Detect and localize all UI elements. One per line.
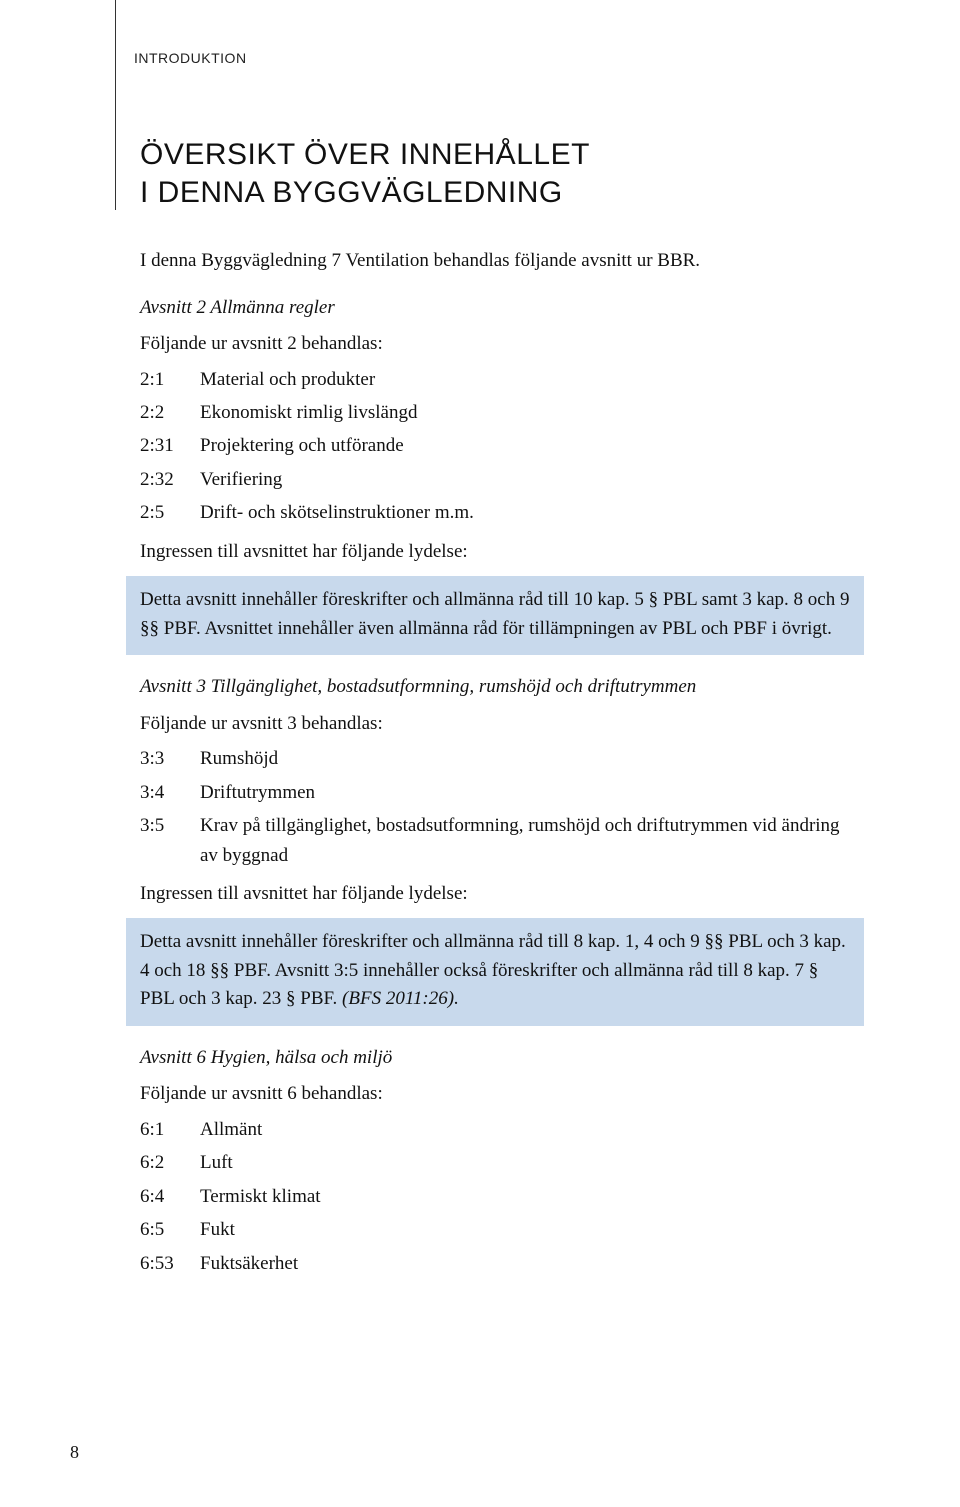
list-item: 2:2 Ekonomiskt rimlig livslängd: [140, 398, 850, 427]
section-3-list: 3:3 Rumshöjd 3:4 Driftutrymmen 3:5 Krav …: [140, 744, 850, 870]
section-2-ingress-label: Ingressen till avsnittet har följande ly…: [140, 538, 850, 567]
list-code: 3:3: [140, 744, 200, 773]
title-line-2: I DENNA BYGGVÄGLEDNING: [140, 176, 563, 209]
list-label: Material och produkter: [200, 365, 850, 394]
page: INTRODUKTION ÖVERSIKT ÖVER INNEHÅLLET I …: [0, 0, 960, 1507]
list-item: 6:4 Termiskt klimat: [140, 1182, 850, 1211]
section-3-box-text: Detta avsnitt innehåller föreskrifter oc…: [140, 931, 846, 1009]
section-3-ingress-label: Ingressen till avsnittet har följande ly…: [140, 880, 850, 909]
list-label: Driftutrymmen: [200, 778, 850, 807]
intro-paragraph: I denna Byggvägledning 7 Ventilation beh…: [140, 247, 850, 276]
list-item: 3:5 Krav på tillgänglighet, bostadsutfor…: [140, 811, 850, 870]
list-label: Projektering och utförande: [200, 431, 850, 460]
list-item: 6:2 Luft: [140, 1148, 850, 1177]
list-label: Krav på tillgänglighet, bostadsutformnin…: [200, 811, 850, 870]
list-code: 2:32: [140, 465, 200, 494]
title-line-1: ÖVERSIKT ÖVER INNEHÅLLET: [140, 138, 590, 171]
list-item: 2:32 Verifiering: [140, 465, 850, 494]
list-code: 6:5: [140, 1215, 200, 1244]
section-3-box-bfs: (BFS 2011:26).: [342, 988, 459, 1009]
section-2-list: 2:1 Material och produkter 2:2 Ekonomisk…: [140, 365, 850, 528]
list-code: 6:2: [140, 1148, 200, 1177]
list-label: Drift- och skötselinstruktioner m.m.: [200, 498, 850, 527]
section-6-head: Avsnitt 6 Hygien, hälsa och miljö: [140, 1044, 850, 1073]
list-item: 3:3 Rumshöjd: [140, 744, 850, 773]
list-label: Fuktsäkerhet: [200, 1249, 850, 1278]
list-code: 6:4: [140, 1182, 200, 1211]
page-title: ÖVERSIKT ÖVER INNEHÅLLET I DENNA BYGGVÄG…: [140, 136, 850, 211]
list-label: Verifiering: [200, 465, 850, 494]
section-3-head: Avsnitt 3 Tillgänglighet, bostadsutformn…: [140, 673, 850, 702]
list-code: 2:5: [140, 498, 200, 527]
section-3-box: Detta avsnitt innehåller föreskrifter oc…: [126, 918, 864, 1026]
section-2-head: Avsnitt 2 Allmänna regler: [140, 294, 850, 323]
list-label: Fukt: [200, 1215, 850, 1244]
list-item: 6:53 Fuktsäkerhet: [140, 1249, 850, 1278]
list-code: 2:2: [140, 398, 200, 427]
list-label: Luft: [200, 1148, 850, 1177]
section-2-lead: Följande ur avsnitt 2 behandlas:: [140, 330, 850, 359]
page-number: 8: [70, 1442, 79, 1463]
list-label: Rumshöjd: [200, 744, 850, 773]
list-item: 2:31 Projektering och utförande: [140, 431, 850, 460]
list-code: 6:53: [140, 1249, 200, 1278]
section-6-lead: Följande ur avsnitt 6 behandlas:: [140, 1080, 850, 1109]
section-2-box: Detta avsnitt innehåller föreskrifter oc…: [126, 576, 864, 655]
list-item: 6:5 Fukt: [140, 1215, 850, 1244]
margin-rule: [115, 0, 116, 210]
section-3-lead: Följande ur avsnitt 3 behandlas:: [140, 710, 850, 739]
list-item: 2:5 Drift- och skötselinstruktioner m.m.: [140, 498, 850, 527]
list-label: Termiskt klimat: [200, 1182, 850, 1211]
list-item: 6:1 Allmänt: [140, 1115, 850, 1144]
list-label: Allmänt: [200, 1115, 850, 1144]
list-item: 2:1 Material och produkter: [140, 365, 850, 394]
list-label: Ekonomiskt rimlig livslängd: [200, 398, 850, 427]
list-item: 3:4 Driftutrymmen: [140, 778, 850, 807]
running-head: INTRODUKTION: [134, 50, 850, 66]
list-code: 2:31: [140, 431, 200, 460]
section-6-list: 6:1 Allmänt 6:2 Luft 6:4 Termiskt klimat…: [140, 1115, 850, 1278]
list-code: 6:1: [140, 1115, 200, 1144]
list-code: 2:1: [140, 365, 200, 394]
list-code: 3:5: [140, 811, 200, 870]
list-code: 3:4: [140, 778, 200, 807]
